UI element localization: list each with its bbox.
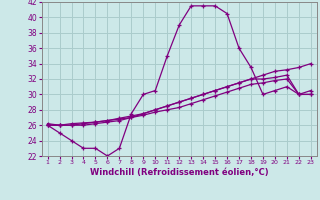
X-axis label: Windchill (Refroidissement éolien,°C): Windchill (Refroidissement éolien,°C) [90, 168, 268, 177]
